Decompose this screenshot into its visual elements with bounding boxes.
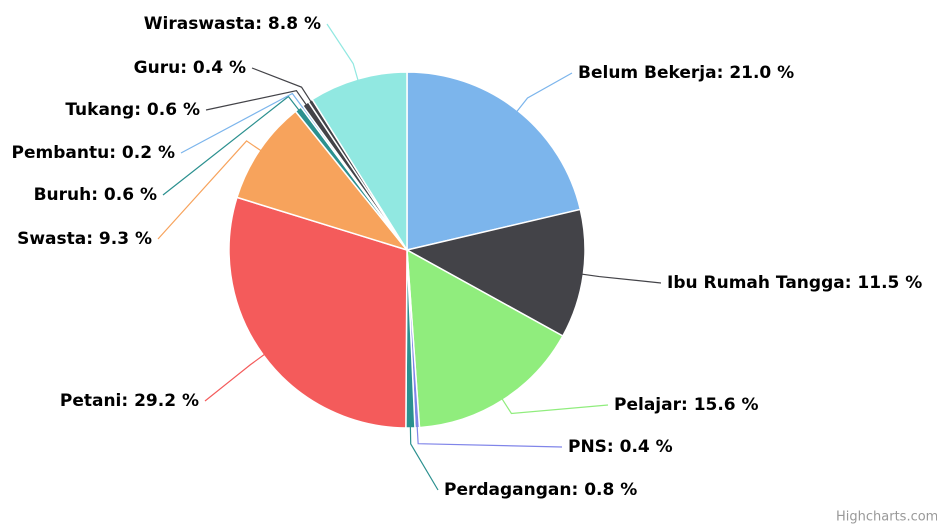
connector	[162, 95, 300, 196]
data-label: Belum Bekerja: 21.0 %	[578, 63, 794, 83]
data-label: Ibu Rumah Tangga: 11.5 %	[667, 273, 922, 293]
connector	[416, 425, 563, 448]
connector	[409, 425, 439, 491]
data-label: PNS: 0.4 %	[568, 437, 673, 457]
data-label: Pelajar: 15.6 %	[614, 395, 759, 415]
connector	[205, 89, 308, 111]
data-label: Buruh: 0.6 %	[34, 185, 157, 205]
data-label: Petani: 29.2 %	[60, 391, 199, 411]
data-label: Swasta: 9.3 %	[17, 229, 152, 249]
connector	[501, 398, 609, 415]
connector	[180, 92, 304, 154]
data-label: Tukang: 0.6 %	[65, 100, 200, 120]
connector	[581, 273, 662, 284]
connector	[157, 140, 262, 240]
data-label: Wiraswasta: 8.8 %	[144, 14, 321, 34]
connector	[204, 353, 266, 402]
data-label: Guru: 0.4 %	[134, 58, 246, 78]
data-label: Perdagangan: 0.8 %	[444, 480, 637, 500]
data-label: Pembantu: 0.2 %	[12, 143, 175, 163]
connector	[515, 72, 573, 113]
connector	[326, 23, 359, 82]
credits[interactable]: Highcharts.com	[836, 510, 937, 525]
connector	[251, 67, 312, 103]
